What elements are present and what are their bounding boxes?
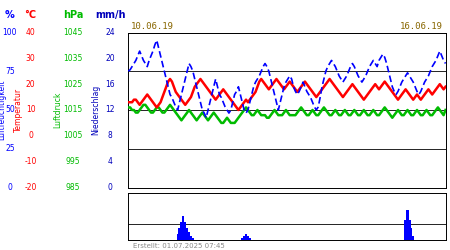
Bar (412, 236, 414, 240)
Text: 1045: 1045 (63, 28, 83, 37)
Text: mm/h: mm/h (95, 10, 126, 20)
Text: 16.06.19: 16.06.19 (400, 22, 443, 31)
Text: 995: 995 (66, 157, 80, 166)
Bar (405, 220, 407, 240)
Text: -10: -10 (24, 157, 37, 166)
Bar (245, 234, 247, 240)
Text: 50: 50 (5, 106, 15, 114)
Bar (176, 234, 179, 240)
Text: 16: 16 (105, 80, 115, 89)
Bar (188, 232, 190, 240)
Text: 8: 8 (108, 131, 112, 140)
Bar (247, 236, 249, 240)
Bar (180, 222, 183, 240)
Text: 1015: 1015 (63, 106, 82, 114)
Text: 30: 30 (26, 54, 36, 63)
Bar (408, 220, 410, 240)
Bar (410, 228, 413, 240)
Text: 1005: 1005 (63, 131, 83, 140)
Text: 10: 10 (26, 106, 36, 114)
Text: 75: 75 (5, 67, 15, 76)
Bar (186, 228, 188, 240)
Text: 12: 12 (105, 106, 115, 114)
Bar (178, 228, 180, 240)
Text: 1035: 1035 (63, 54, 83, 63)
Text: Temperatur: Temperatur (14, 88, 23, 132)
Text: 4: 4 (108, 157, 112, 166)
Bar (406, 210, 409, 240)
Bar (182, 216, 184, 240)
Bar (241, 238, 243, 240)
Text: Luftdruck: Luftdruck (53, 92, 62, 128)
Text: Luftfeuchtigkeit: Luftfeuchtigkeit (0, 80, 7, 140)
Text: 0: 0 (8, 183, 12, 192)
Text: 20: 20 (105, 54, 115, 63)
Text: 0: 0 (28, 131, 33, 140)
Text: hPa: hPa (63, 10, 83, 20)
Bar (184, 222, 186, 240)
Text: 1025: 1025 (63, 80, 82, 89)
Text: 25: 25 (5, 144, 15, 153)
Bar (249, 238, 251, 240)
Text: 0: 0 (108, 183, 112, 192)
Bar (190, 236, 192, 240)
Text: Niederschlag: Niederschlag (91, 85, 100, 135)
Text: 20: 20 (26, 80, 36, 89)
Text: Erstellt: 01.07.2025 07:45: Erstellt: 01.07.2025 07:45 (133, 243, 225, 249)
Text: 100: 100 (3, 28, 17, 37)
Bar (243, 236, 245, 240)
Text: 24: 24 (105, 28, 115, 37)
Text: °C: °C (25, 10, 36, 20)
Text: %: % (5, 10, 15, 20)
Text: 40: 40 (26, 28, 36, 37)
Text: 985: 985 (66, 183, 80, 192)
Bar (192, 238, 194, 240)
Text: -20: -20 (24, 183, 37, 192)
Text: 10.06.19: 10.06.19 (130, 22, 174, 31)
